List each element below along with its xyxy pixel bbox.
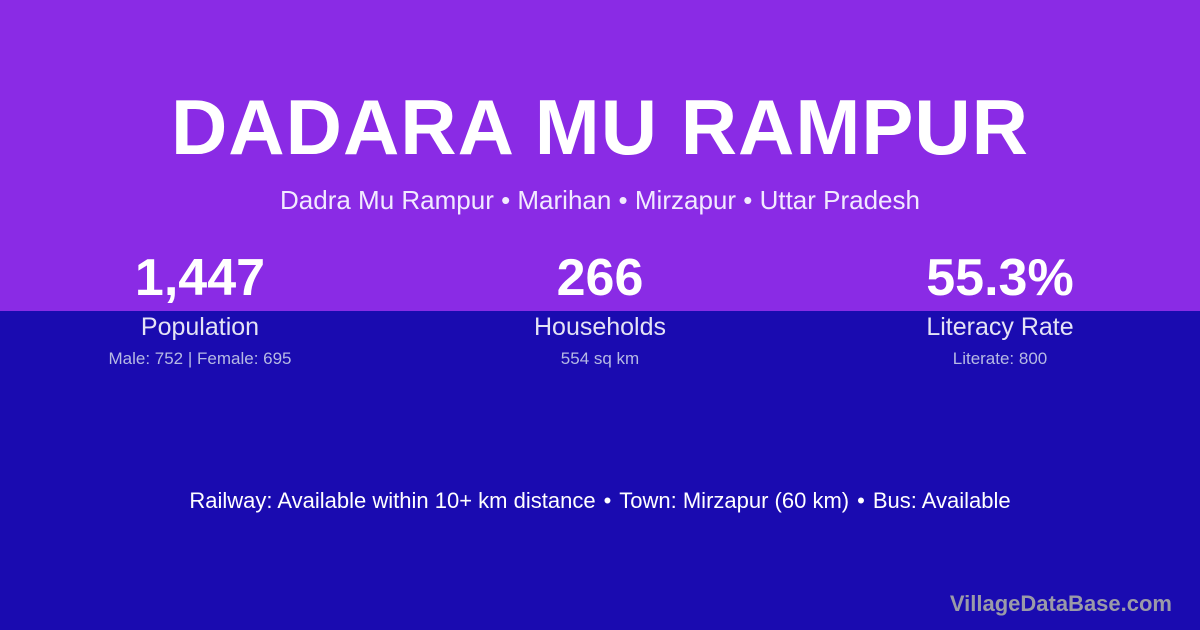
stat-subtext: Literate: 800 <box>952 349 1048 368</box>
bullet-separator-icon: • <box>603 488 612 513</box>
stat-label: Households <box>533 313 667 341</box>
town-info: Town: Mirzapur (60 km) <box>619 488 850 513</box>
site-watermark: VillageDataBase.com <box>949 591 1172 616</box>
stat-subtext: 554 sq km <box>560 349 640 368</box>
stat-population: 1,447 Population Male: 752 | Female: 695 <box>0 248 400 370</box>
bullet-separator-icon: • <box>857 488 865 513</box>
breadcrumb: Dadra Mu Rampur • Marihan • Mirzapur • U… <box>280 185 920 215</box>
infrastructure-summary: Railway: Available within 10+ km distanc… <box>0 487 1200 515</box>
header-band-purple <box>0 0 1200 311</box>
body-band-blue <box>0 311 1200 630</box>
stat-households: 266 Households 554 sq km <box>400 248 800 370</box>
page-title: DADARA MU RAMPUR <box>170 83 1030 171</box>
stat-subtext: Male: 752 | Female: 695 <box>108 349 292 368</box>
stat-value: 266 <box>556 249 644 307</box>
stats-row: 1,447 Population Male: 752 | Female: 695… <box>0 248 1200 370</box>
stat-literacy-rate: 55.3% Literacy Rate Literate: 800 <box>800 248 1200 370</box>
stat-label: Literacy Rate <box>926 313 1074 341</box>
stat-value: 1,447 <box>134 249 266 307</box>
bus-info: Bus: Available <box>872 488 1011 513</box>
stat-label: Population <box>140 313 260 341</box>
stat-value: 55.3% <box>926 249 1074 307</box>
railway-info: Railway: Available within 10+ km distanc… <box>189 488 596 513</box>
